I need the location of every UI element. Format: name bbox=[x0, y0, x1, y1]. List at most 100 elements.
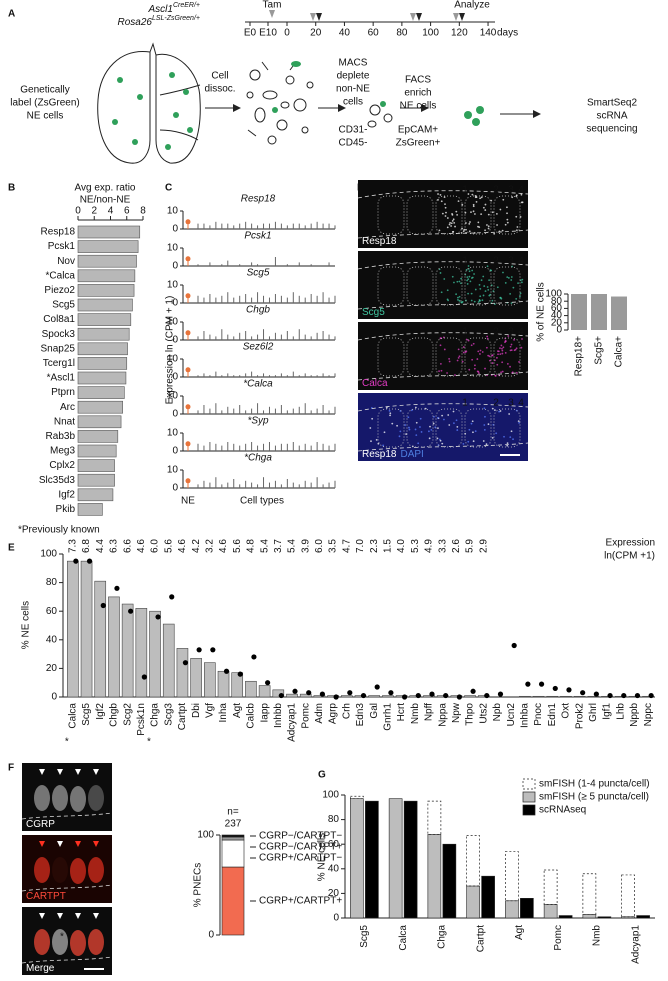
category-label: Pkib bbox=[56, 504, 76, 515]
speckle bbox=[448, 223, 451, 226]
expression-label: 4.6 bbox=[136, 539, 147, 553]
expression-label: 4.6 bbox=[218, 539, 229, 553]
gene-superscript: LSL-ZsGreen/+ bbox=[152, 15, 200, 22]
dissociated-cells bbox=[246, 61, 393, 145]
bar-segment bbox=[543, 869, 558, 905]
bar bbox=[520, 898, 534, 919]
legend-label: smFISH (1-4 puncta/cell) bbox=[539, 779, 650, 790]
expression-label: 2.6 bbox=[451, 539, 462, 553]
speckle bbox=[507, 335, 510, 337]
speckle bbox=[457, 296, 459, 299]
speckle bbox=[432, 422, 435, 425]
speckle bbox=[456, 425, 459, 428]
speckle bbox=[504, 282, 507, 284]
category-label: Vgf bbox=[204, 703, 215, 718]
n-label: n= bbox=[227, 807, 239, 818]
speckle bbox=[491, 436, 494, 439]
bar bbox=[571, 294, 587, 330]
bar bbox=[231, 672, 244, 698]
stain-label: Merge bbox=[26, 963, 55, 974]
speckle bbox=[480, 213, 483, 216]
expression-label: 6.6 bbox=[122, 539, 133, 553]
dot bbox=[347, 690, 353, 696]
step-label: dissoc. bbox=[204, 84, 235, 95]
bar bbox=[77, 269, 136, 283]
cell-number: 2 bbox=[493, 185, 499, 196]
arrowhead bbox=[39, 841, 45, 847]
speckle bbox=[388, 409, 391, 412]
category-label: Pomc bbox=[553, 925, 564, 951]
speckle bbox=[369, 427, 372, 429]
speckle bbox=[493, 409, 496, 412]
speckle bbox=[448, 424, 451, 426]
speckle bbox=[470, 344, 473, 347]
speckle bbox=[440, 369, 443, 372]
dot bbox=[306, 690, 312, 696]
arrowhead bbox=[93, 841, 99, 847]
speckle bbox=[471, 358, 474, 361]
speckle bbox=[481, 351, 484, 353]
speckle bbox=[429, 425, 431, 428]
y-axis-label: Expression ln (CPM + 1) bbox=[165, 296, 176, 405]
expression-label: 7.0 bbox=[355, 539, 366, 553]
expression-label: 2.9 bbox=[478, 539, 489, 553]
speckle bbox=[462, 346, 465, 348]
step-label: enrich bbox=[404, 88, 431, 99]
timeline-label: 140 bbox=[480, 28, 497, 39]
category-label: Hcrt bbox=[396, 703, 407, 722]
bar bbox=[258, 685, 271, 698]
category-label: Nmb bbox=[410, 703, 421, 725]
category-label: Scg2 bbox=[122, 703, 133, 726]
speckle bbox=[480, 279, 483, 282]
speckle bbox=[520, 193, 523, 196]
x-tick-label: 2 bbox=[91, 206, 97, 217]
cell-outline bbox=[464, 266, 492, 306]
cell-number: 2 bbox=[493, 398, 499, 409]
speckle bbox=[458, 355, 461, 358]
expression-label: 5.4 bbox=[287, 539, 298, 553]
bar bbox=[464, 695, 476, 698]
ne-point bbox=[185, 367, 191, 373]
expression-label: 4.0 bbox=[396, 539, 407, 553]
bar bbox=[423, 695, 435, 698]
expression-label: 5.3 bbox=[410, 539, 421, 553]
speckle bbox=[486, 337, 489, 340]
speckle bbox=[456, 213, 459, 216]
dot bbox=[621, 692, 627, 699]
speckle bbox=[471, 420, 474, 423]
y-tick-label: 80 bbox=[328, 814, 340, 825]
category-label: Gal bbox=[369, 703, 380, 719]
bar bbox=[176, 648, 189, 698]
dot bbox=[251, 654, 257, 660]
speckle bbox=[439, 337, 442, 340]
speckle bbox=[489, 359, 491, 362]
step-label: NE cells bbox=[27, 111, 64, 122]
gene-label: *Syp bbox=[247, 416, 269, 427]
expression-label: 2.3 bbox=[369, 539, 380, 553]
category-label: Chga bbox=[150, 703, 161, 727]
bar bbox=[77, 488, 114, 502]
speckle bbox=[491, 354, 494, 356]
speckle bbox=[518, 361, 520, 363]
tissue-outline bbox=[357, 190, 529, 239]
category-label: Adm bbox=[314, 703, 325, 724]
green-cells bbox=[272, 61, 484, 126]
bar bbox=[77, 430, 119, 443]
category-label: Scg5+ bbox=[594, 336, 605, 365]
dot bbox=[552, 685, 558, 692]
speckle bbox=[477, 301, 480, 303]
speckle bbox=[463, 228, 466, 231]
speckle bbox=[436, 416, 439, 419]
category-label: Col8a1 bbox=[43, 314, 75, 325]
micrograph bbox=[358, 393, 528, 461]
speckle bbox=[479, 197, 482, 200]
speckle bbox=[496, 363, 499, 366]
tam-arrow bbox=[269, 10, 275, 18]
cell-number: 3 bbox=[508, 185, 514, 196]
cell-number: 3 bbox=[508, 256, 514, 267]
step-label: sequencing bbox=[586, 124, 637, 135]
bar bbox=[135, 608, 148, 698]
speckle bbox=[468, 428, 471, 431]
speckle bbox=[468, 368, 471, 371]
category-label: Arc bbox=[60, 402, 75, 413]
